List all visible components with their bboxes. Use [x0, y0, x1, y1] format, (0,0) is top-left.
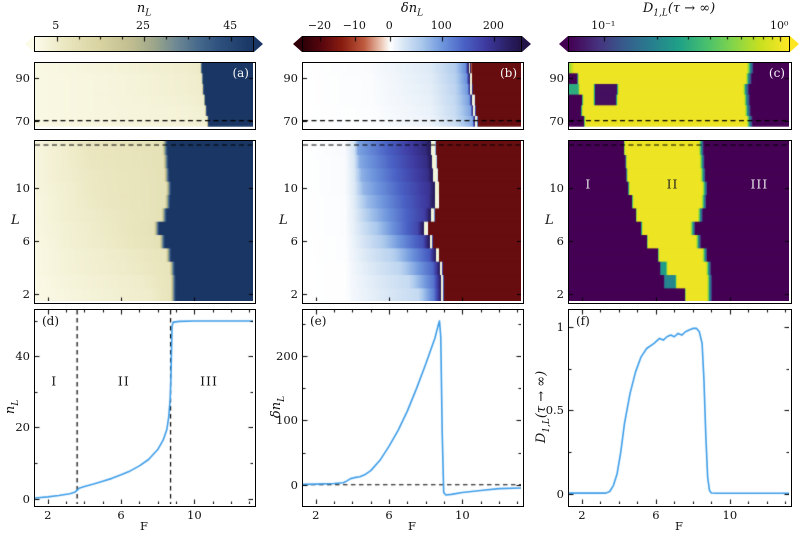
lineplot-f-canvas	[569, 310, 789, 504]
heatmap-a-ytick-label: 2	[22, 287, 30, 302]
colorbar-b-bar	[302, 36, 522, 52]
heatmap-a-upper-canvas	[35, 63, 253, 127]
panel-label-a: (a)	[232, 66, 249, 80]
heatmap-b-lower-canvas	[303, 141, 521, 301]
colorbar-b-tick-label: 0	[385, 19, 393, 32]
colorbar-b-tick-label: 200	[482, 19, 504, 32]
colorbar-a-right-arrow	[254, 36, 263, 52]
plot-f-xtick-label: 6	[652, 508, 660, 522]
heatmap-a-ytick-label: 90	[15, 70, 30, 85]
plot-f-xtick-label: 2	[578, 508, 586, 522]
heatmap-a-ytick-label: 6	[22, 234, 30, 248]
lineplot-f: (f)	[568, 309, 792, 507]
plot-d-ytick-label: 20	[15, 420, 30, 435]
heatmap-b-upper: (b)	[302, 62, 524, 130]
lineplot-e: (e)	[302, 309, 524, 507]
region-label-III: III	[200, 373, 218, 389]
colorbar-c-canvas	[569, 37, 789, 51]
heatmap-a-ytick-label: 70	[15, 113, 30, 128]
x-axis-label-f: F	[675, 519, 683, 533]
colorbar-a-tick-label: 5	[52, 19, 60, 32]
colorbar-a-title: nL	[136, 1, 152, 19]
region-label-II: II	[117, 373, 130, 389]
heatmap-c-upper-canvas	[569, 63, 789, 127]
panel-label-f: (f)	[576, 314, 590, 328]
plot-d-xtick-label: 6	[117, 508, 125, 522]
y-axis-label-L-b: L	[279, 213, 288, 228]
lineplot-e-canvas	[303, 310, 521, 504]
panel-label-b: (b)	[499, 66, 517, 80]
heatmap-c-upper: (c)	[568, 62, 792, 130]
heatmap-c-ytick-label: 2	[556, 287, 564, 302]
colorbar-c-tick-label: 10⁰	[769, 19, 789, 32]
colorbar-b-title: δnL	[400, 1, 424, 19]
panel-label-d: (d)	[42, 314, 60, 328]
colorbar-b: δnL −20 −10 0 100 200	[293, 0, 531, 58]
plot-f-ytick-label: 1	[556, 319, 564, 334]
heatmap-b-ytick-label: 70	[283, 113, 298, 128]
plot-e-ytick-label: 200	[276, 349, 298, 364]
colorbar-c-right-arrow	[790, 36, 799, 52]
colorbar-b-tick-label: −20	[307, 19, 332, 32]
colorbar-b-tick-label: 100	[430, 19, 452, 32]
lineplot-d-canvas	[35, 310, 253, 504]
plot-d-xtick-label: 2	[44, 508, 52, 522]
heatmap-b-lower	[302, 140, 524, 304]
colorbar-a-tick-label: 45	[223, 19, 238, 32]
plot-e-xtick-label: 6	[385, 508, 393, 522]
heatmap-a-lower	[34, 140, 256, 304]
x-axis-label-d: F	[140, 519, 148, 533]
plot-f-xtick-label: 10	[722, 508, 738, 522]
heatmap-b-ytick-label: 6	[290, 234, 298, 248]
y-axis-label-d: nL	[3, 399, 21, 415]
plot-e-ytick-label: 0	[290, 477, 298, 492]
panel-label-c: (c)	[768, 66, 785, 80]
y-axis-label-L-c: L	[545, 213, 554, 228]
heatmap-c-lower-canvas	[569, 141, 789, 301]
region-label-III: III	[750, 176, 769, 192]
colorbar-b-tick-label: −10	[342, 19, 366, 32]
colorbar-c-tick-label: 10⁻¹	[591, 19, 616, 32]
colorbar-c-bar	[568, 36, 790, 52]
heatmap-c-ytick-label: 10	[549, 180, 564, 195]
colorbar-b-canvas	[303, 37, 521, 51]
region-label-I: I	[51, 373, 58, 389]
colorbar-a-left-arrow	[25, 36, 34, 52]
colorbar-a: nL 5 25 45	[25, 0, 263, 58]
heatmap-c-ytick-label: 70	[549, 113, 564, 128]
heatmap-a-upper: (a)	[34, 62, 256, 130]
region-label-II: II	[666, 176, 679, 192]
plot-e-ytick-label: 100	[276, 413, 298, 428]
colorbar-c: D1,L(τ → ∞) 10⁻¹ 10⁰	[559, 0, 799, 58]
region-label-I: I	[585, 176, 592, 192]
plot-d-ytick-label: 0	[22, 491, 30, 506]
plot-e-xtick-label: 10	[455, 508, 470, 522]
colorbar-a-bar	[34, 36, 254, 52]
heatmap-a-ytick-label: 10	[15, 180, 30, 195]
colorbar-c-title: D1,L(τ → ∞)	[642, 1, 716, 19]
colorbar-a-canvas	[35, 37, 253, 51]
lineplot-d: (d) I II III	[34, 309, 256, 507]
y-axis-label-L-a: L	[11, 213, 20, 228]
plot-d-ytick-label: 40	[15, 349, 30, 364]
x-axis-label-e: F	[408, 519, 416, 533]
colorbar-b-left-arrow	[293, 36, 302, 52]
colorbar-c-left-arrow	[559, 36, 568, 52]
heatmap-c-ytick-label: 90	[549, 70, 564, 85]
plot-e-xtick-label: 2	[312, 508, 320, 522]
heatmap-b-upper-canvas	[303, 63, 521, 127]
heatmap-b-ytick-label: 2	[290, 287, 298, 302]
panel-label-e: (e)	[310, 314, 327, 328]
heatmap-c-ytick-label: 6	[556, 234, 564, 248]
plot-f-ytick-label: 0	[556, 486, 564, 501]
heatmap-b-ytick-label: 90	[283, 70, 298, 85]
plot-d-xtick-label: 10	[187, 508, 202, 522]
colorbar-b-right-arrow	[522, 36, 531, 52]
heatmap-c-lower: I II III	[568, 140, 792, 304]
plot-f-ytick-label: 0.5	[545, 403, 564, 418]
heatmap-b-ytick-label: 10	[283, 180, 298, 195]
heatmap-a-lower-canvas	[35, 141, 253, 301]
colorbar-a-tick-label: 25	[136, 19, 150, 32]
